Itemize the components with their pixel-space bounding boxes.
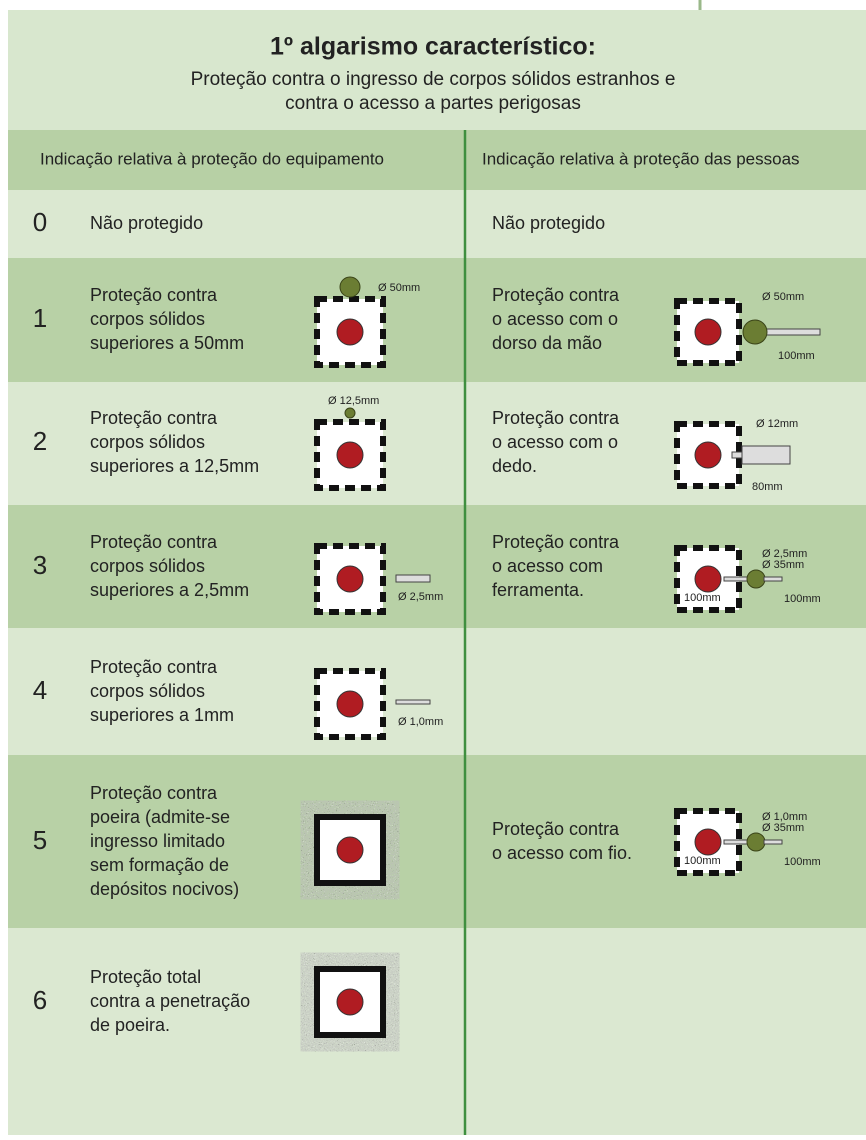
people-text: Proteção contra xyxy=(492,285,620,305)
hazard-dot xyxy=(336,988,364,1016)
equipment-text: Proteção contra xyxy=(90,532,218,552)
people-text: ferramenta. xyxy=(492,580,584,600)
equipment-text: Proteção contra xyxy=(90,783,218,803)
hazard-dot xyxy=(694,318,722,346)
equipment-text: superiores a 2,5mm xyxy=(90,580,249,600)
dimension-label: 100mm xyxy=(784,856,821,868)
people-text: o acesso com xyxy=(492,556,603,576)
dimension-label: 80mm xyxy=(752,481,783,493)
dimension-label: Ø 1,0mm xyxy=(762,811,807,823)
people-text: Proteção contra xyxy=(492,819,620,839)
enclosure xyxy=(314,668,386,740)
equipment-text: ingresso limitado xyxy=(90,831,225,851)
digit: 5 xyxy=(33,825,47,855)
people-text: Não protegido xyxy=(492,213,605,233)
hazard-dot xyxy=(336,690,364,718)
equipment-text: depósitos nocivos) xyxy=(90,879,239,899)
hazard-dot xyxy=(336,836,364,864)
dimension-label: Ø 12,5mm xyxy=(328,395,379,407)
column-header: Indicação relativa à proteção das pessoa… xyxy=(482,149,800,168)
dimension-label: 100mm xyxy=(684,855,721,867)
probe-ball xyxy=(344,407,356,419)
probe-rod xyxy=(395,574,431,583)
equipment-text: superiores a 1mm xyxy=(90,705,234,725)
digit: 3 xyxy=(33,550,47,580)
people-text: Proteção contra xyxy=(492,408,620,428)
rows: 0 Não protegido Não protegido 1 Proteção con… xyxy=(8,190,866,1135)
equipment-text: corpos sólidos xyxy=(90,556,205,576)
equipment-text: Não protegido xyxy=(90,213,203,233)
probe-ball xyxy=(742,319,768,345)
people-text: dedo. xyxy=(492,456,537,476)
equipment-text: de poeira. xyxy=(90,1015,170,1035)
hazard-dot xyxy=(336,441,364,469)
digit: 1 xyxy=(33,303,47,333)
dimension-label: Ø 2,5mm xyxy=(398,591,443,603)
hazard-dot xyxy=(694,828,722,856)
dimension-label: Ø 2,5mm xyxy=(762,548,807,560)
dimension-label: Ø 1,0mm xyxy=(398,716,443,728)
dimension-label: 100mm xyxy=(684,592,721,604)
dimension-label: Ø 35mm xyxy=(762,822,804,834)
subtitle: contra o acesso a partes perigosas xyxy=(285,93,581,114)
people-text: o acesso com o xyxy=(492,309,618,329)
probe-rod xyxy=(741,445,791,465)
equipment-text: poeira (admite-se xyxy=(90,807,230,827)
equipment-text: Proteção total xyxy=(90,967,201,987)
equipment-text: superiores a 12,5mm xyxy=(90,456,259,476)
probe-ball xyxy=(746,569,766,589)
digit: 6 xyxy=(33,985,47,1015)
hazard-dot xyxy=(694,441,722,469)
people-text: Proteção contra xyxy=(492,532,620,552)
title: 1º algarismo característico: xyxy=(270,33,596,61)
equipment-text: corpos sólidos xyxy=(90,432,205,452)
probe-rod xyxy=(764,328,821,336)
probe-ball xyxy=(746,832,766,852)
probe-rod xyxy=(395,699,431,705)
digit: 0 xyxy=(33,207,47,237)
row-band xyxy=(8,628,866,755)
equipment-text: corpos sólidos xyxy=(90,681,205,701)
equipment-text: superiores a 50mm xyxy=(90,333,244,353)
probe-rod xyxy=(763,576,783,582)
column-header-band xyxy=(8,130,866,190)
equipment-text: Proteção contra xyxy=(90,408,218,428)
equipment-text: Proteção contra xyxy=(90,285,218,305)
hazard-dot xyxy=(336,318,364,346)
dimension-label: 100mm xyxy=(778,350,815,362)
dimension-label: 100mm xyxy=(784,593,821,605)
probe-rod xyxy=(731,451,743,459)
equipment-text: Proteção contra xyxy=(90,657,218,677)
equipment-text: sem formação de xyxy=(90,855,229,875)
row-band xyxy=(8,190,866,258)
people-text: o acesso com fio. xyxy=(492,843,632,863)
title-band xyxy=(8,10,866,130)
people-text: o acesso com o xyxy=(492,432,618,452)
row-band xyxy=(8,928,866,1135)
hazard-dot xyxy=(694,565,722,593)
probe-ball xyxy=(339,276,361,298)
column-header: Indicação relativa à proteção do equipam… xyxy=(40,149,384,168)
dimension-label: Ø 12mm xyxy=(756,418,798,430)
subtitle: Proteção contra o ingresso de corpos sól… xyxy=(191,69,676,90)
digit: 2 xyxy=(33,426,47,456)
equipment-text: contra a penetração xyxy=(90,991,250,1011)
dimension-label: Ø 50mm xyxy=(762,291,804,303)
equipment-text: corpos sólidos xyxy=(90,309,205,329)
enclosure xyxy=(314,543,386,615)
digit: 4 xyxy=(33,675,47,705)
dimension-label: Ø 50mm xyxy=(378,282,420,294)
people-text: dorso da mão xyxy=(492,333,602,353)
hazard-dot xyxy=(336,565,364,593)
dimension-label: Ø 35mm xyxy=(762,559,804,571)
probe-rod xyxy=(763,839,783,845)
